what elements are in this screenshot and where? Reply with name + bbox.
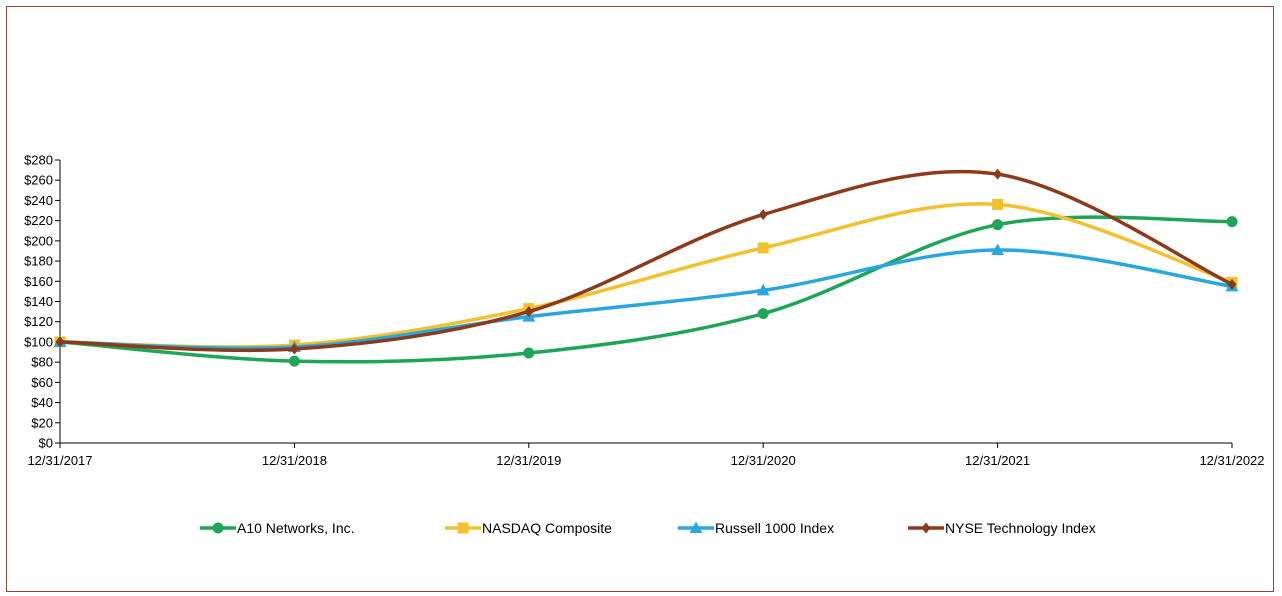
series-line: [59, 215, 1233, 364]
data-point: [524, 306, 534, 318]
axes: $0 $20 $40 $60 $80 $100 $120 $140 $160 $180 $200 $2…: [24, 153, 1264, 469]
data-point: [757, 242, 769, 254]
y-tick-label: $40: [31, 395, 53, 410]
legend-swatch-marker: [921, 522, 931, 534]
legend-item: Russell 1000 Index: [678, 520, 834, 536]
data-point: [1226, 216, 1238, 228]
data-point: [992, 219, 1004, 231]
y-tick-label: $180: [24, 254, 53, 269]
legend-swatch-marker: [689, 521, 703, 533]
x-tick-label: 12/31/2017: [27, 453, 92, 468]
legend-label: NASDAQ Composite: [482, 520, 612, 536]
y-tick-label: $60: [31, 375, 53, 390]
y-tick-label: $200: [24, 233, 53, 248]
chart-frame: [6, 6, 1274, 592]
series-line: [59, 248, 1233, 350]
y-tick-label: $260: [24, 173, 53, 188]
legend-item: NASDAQ Composite: [445, 520, 612, 536]
legend-swatch-marker: [457, 522, 469, 534]
x-tick-label: 12/31/2022: [1199, 453, 1264, 468]
y-tick-label: $160: [24, 274, 53, 289]
legend-label: NYSE Technology Index: [945, 520, 1096, 536]
series-nasdaq-composite: [54, 198, 1238, 351]
legend-label: Russell 1000 Index: [715, 520, 834, 536]
data-point: [993, 168, 1003, 180]
legend: A10 Networks, Inc. NASDAQ Composite Russel…: [200, 520, 1096, 536]
x-tick-label: 12/31/2020: [731, 453, 796, 468]
legend-item: A10 Networks, Inc.: [200, 520, 355, 536]
y-tick-label: $220: [24, 213, 53, 228]
data-point: [1227, 278, 1237, 290]
data-point: [289, 343, 299, 355]
y-tick-label: $0: [39, 436, 53, 451]
data-point: [758, 209, 768, 221]
data-point: [523, 347, 535, 359]
data-point: [288, 355, 300, 367]
series-russell-1000-index: [53, 243, 1239, 352]
y-tick-label: $80: [31, 355, 53, 370]
data-point: [992, 198, 1004, 210]
series-a10-networks-inc: [54, 215, 1238, 367]
x-tick-label: 12/31/2021: [965, 453, 1030, 468]
y-tick-label: $140: [24, 294, 53, 309]
y-tick-label: $240: [24, 193, 53, 208]
data-point: [757, 308, 769, 320]
data-point: [756, 283, 770, 296]
y-tick-label: $100: [24, 334, 53, 349]
x-tick-label: 12/31/2018: [262, 453, 327, 468]
y-tick-label: $280: [24, 153, 53, 168]
series-line: [59, 169, 1233, 353]
series-line: [59, 202, 1233, 349]
x-tick-label: 12/31/2019: [496, 453, 561, 468]
y-tick-label: $120: [24, 314, 53, 329]
series-nyse-technology-index: [55, 168, 1237, 355]
y-tick-label: $20: [31, 415, 53, 430]
data-point: [991, 243, 1005, 255]
legend-item: NYSE Technology Index: [908, 520, 1096, 536]
data-point: [55, 336, 65, 348]
legend-swatch-marker: [212, 522, 224, 534]
legend-label: A10 Networks, Inc.: [237, 520, 355, 536]
series-layer: [53, 168, 1239, 367]
